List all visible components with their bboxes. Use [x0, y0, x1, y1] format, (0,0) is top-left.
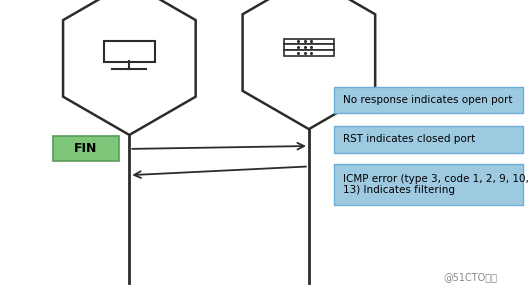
FancyBboxPatch shape: [334, 164, 523, 205]
FancyBboxPatch shape: [334, 126, 523, 153]
Text: ICMP error (type 3, code 1, 2, 9, 10,
13) Indicates filtering: ICMP error (type 3, code 1, 2, 9, 10, 13…: [343, 174, 528, 195]
FancyBboxPatch shape: [284, 39, 334, 44]
Text: @51CTO博客: @51CTO博客: [443, 272, 497, 282]
Text: FIN: FIN: [74, 142, 98, 155]
FancyBboxPatch shape: [334, 87, 523, 113]
FancyBboxPatch shape: [53, 136, 119, 161]
FancyBboxPatch shape: [284, 50, 334, 56]
Text: No response indicates open port: No response indicates open port: [343, 95, 513, 105]
Text: RST indicates closed port: RST indicates closed port: [343, 134, 475, 145]
FancyBboxPatch shape: [104, 41, 155, 62]
FancyBboxPatch shape: [284, 44, 334, 50]
